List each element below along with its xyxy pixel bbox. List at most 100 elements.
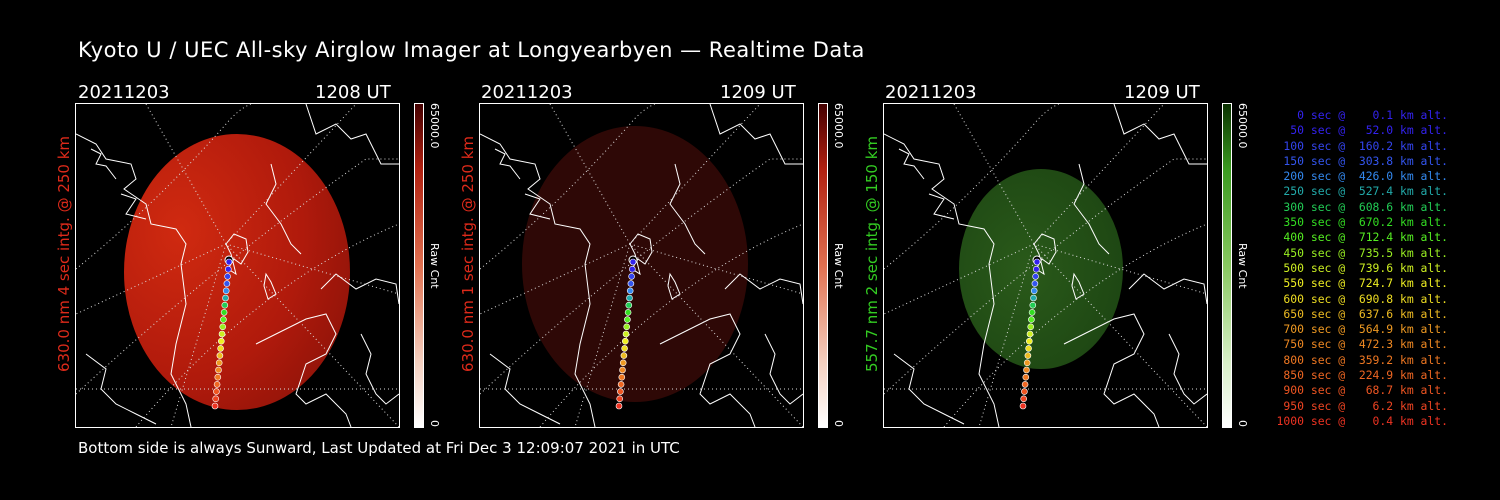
coastline — [884, 133, 1000, 427]
airglow-disk — [959, 169, 1123, 369]
trajectory-point — [624, 309, 632, 316]
panel-1-cbar-max: 65000.0 — [428, 103, 441, 149]
trajectory-point — [211, 402, 219, 410]
trajectory-point — [624, 316, 631, 323]
trajectory-point — [1029, 301, 1037, 309]
coastline — [489, 353, 561, 425]
trajectory-point — [220, 316, 227, 323]
panel-1-date: 20211203 — [78, 82, 170, 103]
trajectory-point — [629, 265, 636, 273]
trajectory-point — [223, 280, 231, 287]
trajectory-point — [1021, 388, 1028, 395]
legend-row: 250 sec @ 527.4 km alt. — [1276, 184, 1448, 199]
trajectory-point — [619, 359, 627, 367]
trajectory-point — [620, 352, 628, 359]
legend-row: 550 sec @ 724.7 km alt. — [1276, 276, 1448, 291]
geo-grid-line — [480, 104, 680, 270]
trajectory-point — [625, 301, 633, 309]
coastline — [85, 353, 157, 425]
panel-3-cbar-max: 65000.0 — [1236, 103, 1249, 149]
trajectory-point — [1028, 316, 1035, 323]
panel-3-colorbar — [1222, 103, 1232, 428]
trajectory-point — [628, 273, 635, 280]
coastline — [893, 353, 965, 425]
trajectory-point — [629, 258, 637, 266]
legend-row: 950 sec @ 6.2 km alt. — [1276, 398, 1448, 413]
geo-grid-line — [943, 223, 1207, 427]
panel-2-date: 20211203 — [481, 82, 573, 103]
coastline — [225, 233, 249, 276]
trajectory-point — [215, 359, 223, 367]
coastline — [1168, 333, 1207, 405]
coastline — [480, 133, 596, 427]
coastline — [305, 104, 399, 165]
legend-row: 800 sec @ 359.2 km alt. — [1276, 352, 1448, 367]
trajectory-point — [1022, 373, 1030, 381]
coastline — [659, 313, 756, 427]
legend-row: 300 sec @ 608.6 km alt. — [1276, 199, 1448, 214]
trajectory-point — [225, 265, 232, 273]
trajectory-point — [617, 381, 625, 388]
panel-1-cbar-min: 0 — [428, 420, 441, 427]
coastline — [494, 148, 551, 220]
legend-row: 0 sec @ 0.1 km alt. — [1276, 108, 1448, 122]
coastline — [1073, 163, 1110, 255]
trajectory-point — [621, 345, 628, 352]
coastline — [360, 333, 399, 405]
coastline — [1113, 104, 1207, 165]
trajectory-point — [225, 258, 233, 266]
panel-1-image — [75, 103, 400, 428]
panel-2-cbar-min: 0 — [832, 420, 845, 427]
trajectory-point — [1033, 258, 1041, 266]
coastline — [709, 104, 803, 165]
trajectory-point — [618, 373, 626, 381]
trajectory-point — [219, 323, 226, 331]
legend-row: 1000 sec @ 0.4 km alt. — [1276, 413, 1448, 428]
trajectory-point — [1031, 280, 1039, 287]
coastline — [1033, 233, 1057, 276]
legend-row: 850 sec @ 224.9 km alt. — [1276, 368, 1448, 383]
trajectory-point — [1024, 352, 1032, 359]
legend-row: 50 sec @ 52.0 km alt. — [1276, 123, 1448, 138]
trajectory-point — [626, 287, 634, 295]
coastline — [76, 133, 192, 427]
trajectory-point — [616, 395, 623, 403]
legend-row: 150 sec @ 303.8 km alt. — [1276, 153, 1448, 168]
geo-grid-line — [884, 104, 1084, 270]
panel-2-colorbar — [818, 103, 828, 428]
coastline — [724, 273, 803, 305]
trajectory-point — [1030, 287, 1038, 295]
panel-1-time: 1208 UT — [315, 82, 391, 103]
trajectory-point — [1030, 294, 1037, 302]
legend-row: 100 sec @ 160.2 km alt. — [1276, 138, 1448, 153]
trajectory-point — [1028, 309, 1036, 316]
coastline — [629, 233, 653, 276]
coastline — [1128, 273, 1207, 305]
trajectory-point — [627, 280, 635, 287]
coastline — [898, 148, 955, 220]
trajectory-point — [1033, 265, 1040, 273]
panel-3-time: 1209 UT — [1124, 82, 1200, 103]
coastline — [764, 333, 803, 405]
trajectory-point — [222, 287, 230, 295]
trajectory-point — [1032, 273, 1039, 280]
trajectory-point — [622, 330, 630, 338]
trajectory-point — [619, 366, 626, 374]
trajectory-point — [1026, 330, 1034, 338]
trajectory-legend: 0 sec @ 0.1 km alt. 50 sec @ 52.0 km alt… — [1268, 108, 1448, 429]
trajectory-point — [623, 323, 630, 331]
panel-2-side-label: 630.0 nm 1 sec intg. @ 250 km — [459, 135, 477, 372]
legend-row: 450 sec @ 735.5 km alt. — [1276, 245, 1448, 260]
geo-grid-line — [135, 223, 399, 427]
panel-3-cbar-title: Raw Cnt — [1236, 243, 1249, 289]
panel-3-cbar-min: 0 — [1236, 420, 1249, 427]
coastline — [255, 313, 352, 427]
coastline — [265, 163, 302, 255]
trajectory-point — [1023, 359, 1031, 367]
panel-2-time: 1209 UT — [720, 82, 796, 103]
trajectory-point — [617, 388, 624, 395]
panel-2-cbar-title: Raw Cnt — [832, 243, 845, 289]
trajectory-point — [213, 388, 220, 395]
airglow-disk — [124, 134, 350, 410]
panel-3-image — [883, 103, 1208, 428]
